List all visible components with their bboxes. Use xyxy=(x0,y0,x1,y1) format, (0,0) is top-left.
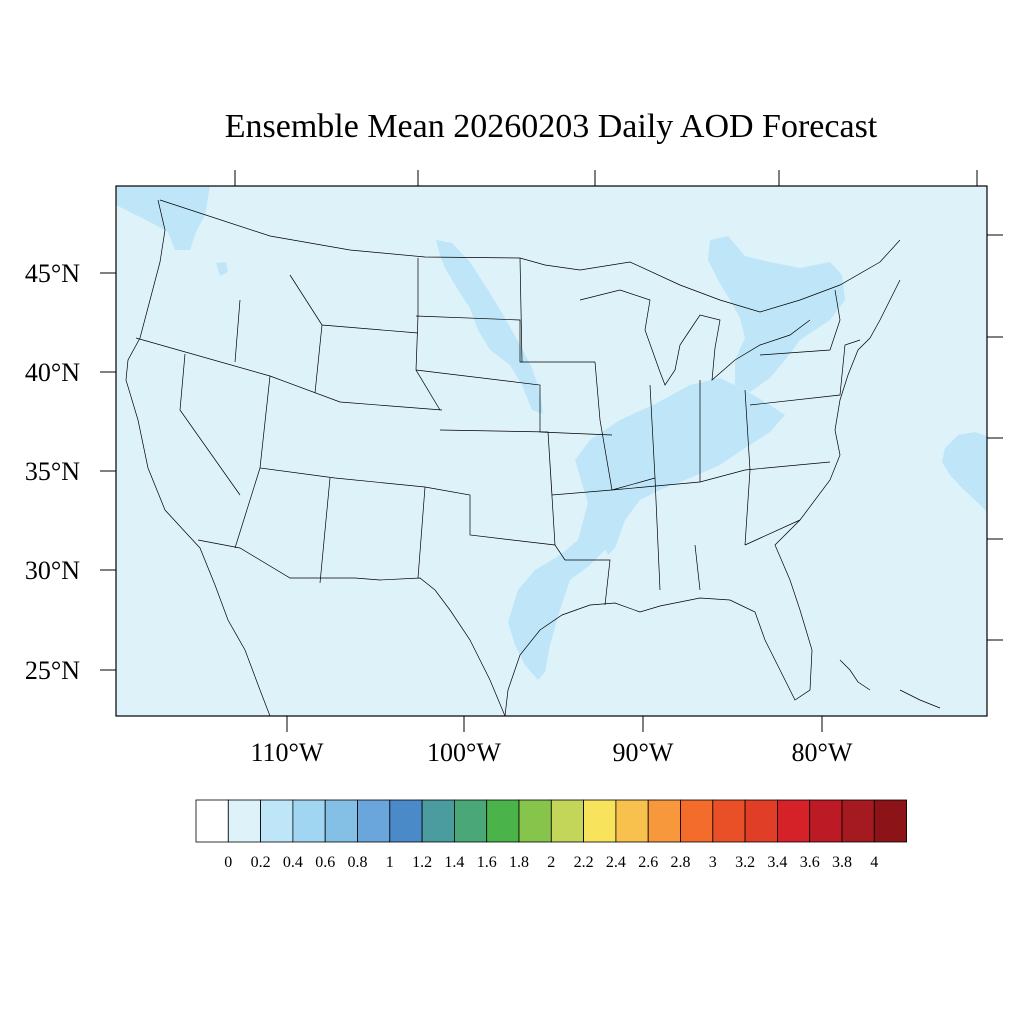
colorbar-swatch-0 xyxy=(195,799,229,843)
lon-label-80: 80°W xyxy=(792,738,853,767)
colorbar-label-0: 0 xyxy=(224,854,232,871)
colorbar-swatch-11 xyxy=(550,799,584,843)
colorbar-swatch-14 xyxy=(647,799,681,843)
lon-label-100: 100°W xyxy=(427,738,501,767)
top-ticks xyxy=(234,170,978,186)
colorbar-swatch-4 xyxy=(324,799,358,843)
lon-label-110: 110°W xyxy=(251,738,324,767)
lat-label-30: 30°N xyxy=(25,556,80,585)
colorbar-label-3: 0.6 xyxy=(315,854,335,871)
colorbar-label-13: 2.6 xyxy=(638,854,658,871)
lat-label-35: 35°N xyxy=(25,457,80,486)
aod-region-texas-band xyxy=(508,495,615,680)
colorbar-swatch-13 xyxy=(615,799,649,843)
lon-label-90: 90°W xyxy=(613,738,674,767)
colorbar-swatch-15 xyxy=(680,799,714,843)
colorbar-swatch-3 xyxy=(292,799,326,843)
colorbar-label-8: 1.6 xyxy=(477,854,497,871)
colorbar-swatch-5 xyxy=(357,799,391,843)
colorbar-swatch-7 xyxy=(421,799,455,843)
state-lines-west xyxy=(135,258,443,584)
colorbar-label-18: 3.6 xyxy=(800,854,820,871)
aod-region-atlantic-offshore xyxy=(942,432,987,512)
aod-region-pacific-northwest xyxy=(116,186,210,250)
colorbar: 0 0.2 0.4 0.6 0.8 1 1.2 1.4 1.6 1.8 2 2.2 2.4 2.6 2.8 3… xyxy=(195,799,907,871)
lat-label-40: 40°N xyxy=(25,358,80,387)
colorbar-label-6: 1.2 xyxy=(412,854,432,871)
colorbar-label-5: 1 xyxy=(386,854,394,871)
colorbar-label-11: 2.2 xyxy=(574,854,594,871)
aod-region-ohio-valley-band xyxy=(575,378,785,555)
aod-region-idaho-speck xyxy=(216,262,228,276)
colorbar-swatch-1 xyxy=(227,799,262,843)
state-lines-east xyxy=(594,289,861,591)
colorbar-label-19: 3.8 xyxy=(832,854,852,871)
colorbar-label-17: 3.4 xyxy=(767,854,787,871)
lat-label-25: 25°N xyxy=(25,656,80,685)
coastline-gulf-east xyxy=(504,279,901,716)
aod-region-great-lakes-band xyxy=(708,236,845,392)
great-lakes-outline xyxy=(579,289,811,386)
lon-labels: 110°W 100°W 90°W 80°W xyxy=(251,738,853,767)
colorbar-swatch-6 xyxy=(389,799,423,843)
coastline-west xyxy=(125,199,271,716)
florida-keys xyxy=(839,659,941,709)
colorbar-swatch-21 xyxy=(873,799,907,843)
colorbar-label-20: 4 xyxy=(870,854,878,871)
colorbar-swatch-2 xyxy=(260,799,294,843)
colorbar-swatch-10 xyxy=(518,799,552,843)
figure-title: Ensemble Mean 20260203 Daily AOD Forecas… xyxy=(224,108,878,145)
border-us-mexico xyxy=(197,539,506,716)
colorbar-label-15: 3 xyxy=(709,854,717,871)
colorbar-label-7: 1.4 xyxy=(444,854,464,871)
colorbar-swatch-16 xyxy=(712,799,746,843)
colorbar-label-16: 3.2 xyxy=(735,854,755,871)
colorbar-label-12: 2.4 xyxy=(606,854,626,871)
colorbar-swatch-20 xyxy=(841,799,875,843)
colorbar-swatch-8 xyxy=(453,799,488,843)
colorbar-label-14: 2.8 xyxy=(671,854,691,871)
colorbar-label-1: 0.2 xyxy=(251,854,271,871)
colorbar-label-9: 1.8 xyxy=(509,854,529,871)
colorbar-swatch-12 xyxy=(583,799,617,843)
bottom-ticks xyxy=(286,716,823,732)
colorbar-swatch-9 xyxy=(486,799,520,843)
boundary-layer xyxy=(125,199,941,716)
colorbar-label-10: 2 xyxy=(547,854,555,871)
aod-region-dakotas-band xyxy=(436,240,543,414)
aod-contour-layer xyxy=(116,186,987,680)
colorbar-swatch-17 xyxy=(744,799,778,843)
border-us-canada xyxy=(159,199,901,313)
colorbar-swatch-18 xyxy=(777,799,811,843)
colorbar-label-4: 0.8 xyxy=(348,854,368,871)
left-ticks xyxy=(100,272,116,671)
right-ticks xyxy=(987,234,1003,641)
colorbar-label-2: 0.4 xyxy=(283,854,303,871)
lat-label-45: 45°N xyxy=(25,259,80,288)
state-lines-central xyxy=(415,257,613,606)
colorbar-swatch-19 xyxy=(809,799,843,843)
map-frame xyxy=(115,185,988,717)
lat-labels: 45°N 40°N 35°N 30°N 25°N xyxy=(25,259,80,685)
